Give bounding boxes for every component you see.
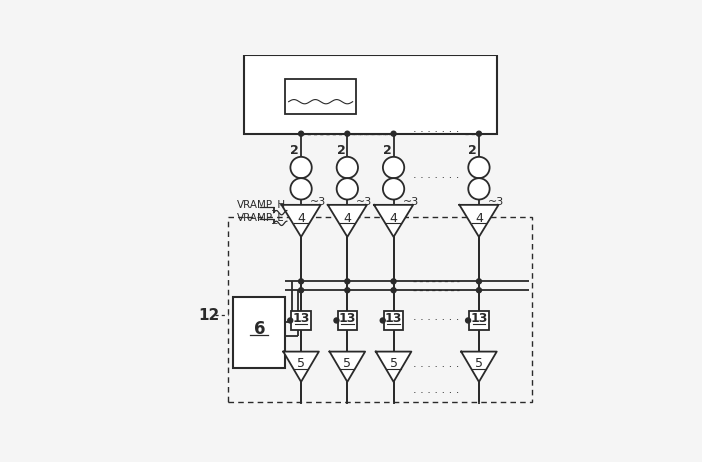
- Circle shape: [345, 131, 350, 136]
- Polygon shape: [328, 205, 367, 237]
- Polygon shape: [329, 352, 365, 382]
- Circle shape: [391, 288, 396, 293]
- Circle shape: [291, 157, 312, 178]
- Text: 13: 13: [470, 312, 488, 325]
- Circle shape: [468, 178, 489, 200]
- Text: 2: 2: [468, 144, 477, 157]
- Text: 5: 5: [390, 358, 397, 371]
- Bar: [244, 55, 497, 134]
- Text: 5: 5: [343, 358, 351, 371]
- Text: 4: 4: [343, 212, 351, 225]
- Text: 13: 13: [338, 312, 356, 325]
- Text: ~3: ~3: [488, 197, 504, 207]
- Circle shape: [391, 131, 396, 136]
- Bar: [285, 79, 356, 114]
- Text: 2: 2: [336, 144, 345, 157]
- Text: ~3: ~3: [402, 197, 418, 207]
- Bar: [469, 310, 489, 330]
- Bar: [338, 310, 357, 330]
- Bar: [384, 310, 404, 330]
- Text: 4: 4: [475, 212, 483, 225]
- Circle shape: [345, 288, 350, 293]
- Circle shape: [391, 279, 396, 284]
- Circle shape: [337, 157, 358, 178]
- Bar: [234, 298, 285, 369]
- Text: · · · · · · ·: · · · · · · ·: [413, 316, 459, 325]
- Circle shape: [298, 279, 303, 284]
- Polygon shape: [459, 205, 498, 237]
- Text: · · · · · · ·: · · · · · · ·: [413, 127, 459, 137]
- Text: 2: 2: [383, 144, 392, 157]
- Text: 13: 13: [293, 312, 310, 325]
- Circle shape: [477, 288, 482, 293]
- Text: · · · · · · ·: · · · · · · ·: [413, 173, 459, 183]
- Circle shape: [383, 178, 404, 200]
- Bar: [228, 217, 532, 402]
- Text: ~3: ~3: [310, 197, 326, 207]
- Text: 2: 2: [291, 144, 299, 157]
- Text: VRAMP_L: VRAMP_L: [237, 212, 284, 223]
- Text: 12: 12: [198, 308, 219, 322]
- Circle shape: [380, 318, 385, 323]
- Circle shape: [298, 288, 303, 293]
- Circle shape: [337, 178, 358, 200]
- Polygon shape: [376, 352, 411, 382]
- Circle shape: [334, 318, 339, 323]
- Text: 6: 6: [253, 320, 265, 338]
- Circle shape: [345, 279, 350, 284]
- Text: · · · · · · ·: · · · · · · ·: [413, 362, 459, 372]
- Circle shape: [291, 178, 312, 200]
- Circle shape: [288, 318, 293, 323]
- Polygon shape: [284, 352, 319, 382]
- Circle shape: [477, 131, 482, 136]
- Circle shape: [298, 131, 303, 136]
- Text: 4: 4: [390, 212, 397, 225]
- Text: 13: 13: [385, 312, 402, 325]
- Circle shape: [477, 279, 482, 284]
- Polygon shape: [282, 205, 321, 237]
- Polygon shape: [461, 352, 497, 382]
- Text: VRAMP_H: VRAMP_H: [237, 200, 286, 210]
- Text: · · · · · · ·: · · · · · · ·: [413, 389, 459, 398]
- Text: 4: 4: [297, 212, 305, 225]
- Text: ~3: ~3: [356, 197, 373, 207]
- Polygon shape: [374, 205, 413, 237]
- Text: 5: 5: [475, 358, 483, 371]
- Bar: [291, 310, 311, 330]
- Circle shape: [383, 157, 404, 178]
- Text: 5: 5: [297, 358, 305, 371]
- Circle shape: [465, 318, 470, 323]
- Circle shape: [468, 157, 489, 178]
